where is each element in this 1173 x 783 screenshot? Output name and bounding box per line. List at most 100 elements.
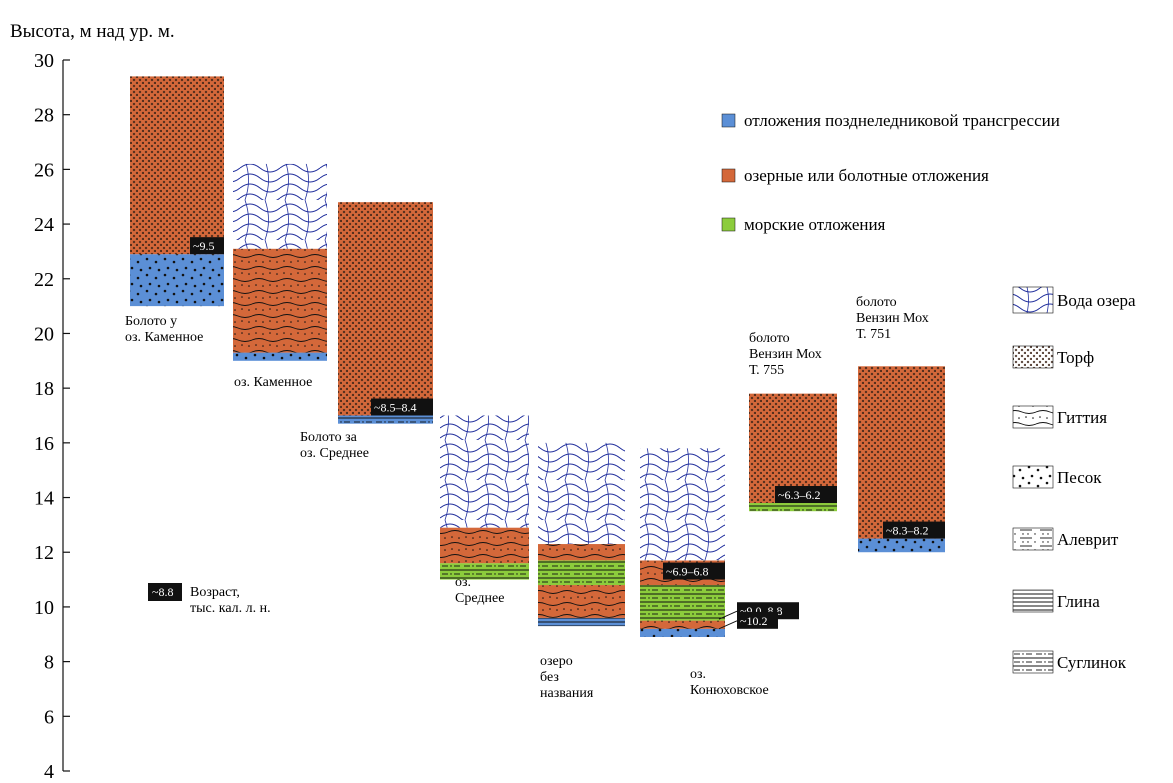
y-tick-label: 22 bbox=[34, 269, 54, 291]
layer-pattern-loam bbox=[440, 563, 529, 580]
y-axis: Высота, м над ур. м. 30 28 26 24 22 20 18 16 14 1… bbox=[10, 21, 175, 783]
y-axis-label: Высота, м над ур. м. bbox=[10, 21, 175, 42]
legend-pattern-label-peat: Торф bbox=[1057, 348, 1094, 367]
layer-pattern-loam bbox=[640, 585, 725, 621]
layer-pattern-gyttja bbox=[640, 620, 725, 629]
column-label: Болото у bbox=[125, 314, 177, 329]
legend-pattern-loam bbox=[1012, 650, 1054, 674]
layer-pattern-sand bbox=[640, 628, 725, 638]
column-label: оз. bbox=[690, 667, 706, 682]
column-label: Т. 755 bbox=[749, 363, 784, 378]
age-leader bbox=[718, 610, 738, 620]
layer-pattern-sand bbox=[858, 538, 945, 553]
layer-pattern-gyttja bbox=[233, 248, 327, 353]
y-tick-label: 20 bbox=[34, 323, 54, 345]
layer-pattern-gyttja bbox=[538, 544, 625, 561]
layer-pattern-peat bbox=[338, 202, 433, 416]
legend-pattern-silt bbox=[1012, 527, 1054, 551]
y-tick-label: 26 bbox=[34, 159, 54, 181]
layer-pattern-water bbox=[233, 163, 327, 249]
legend-pattern-gyttja bbox=[1012, 405, 1054, 429]
age-label: ~10.2 bbox=[740, 614, 768, 628]
column-label: оз. Каменное bbox=[125, 330, 203, 345]
column-label: болото bbox=[856, 295, 897, 310]
pattern-legend: Вода озера Торф Гиттия Песок Алеврит Гли… bbox=[1012, 286, 1136, 674]
age-note-box bbox=[148, 583, 182, 601]
column-label: оз. Среднее bbox=[300, 446, 369, 461]
y-tick-label: 8 bbox=[44, 652, 54, 674]
legend-pattern-label-gyttja: Гиттия bbox=[1057, 408, 1107, 427]
layer-pattern-loam bbox=[749, 503, 837, 512]
layer-pattern-sand bbox=[233, 352, 327, 361]
legend-label-lake-bog: озерные или болотные отложения bbox=[744, 166, 989, 185]
column-label: Конюховское bbox=[690, 683, 769, 698]
age-box bbox=[190, 237, 224, 255]
legend-label-transgression: отложения позднеледниковой трансгрессии bbox=[744, 111, 1060, 130]
y-tick-label: 28 bbox=[34, 105, 54, 127]
layer-pattern-peat bbox=[130, 76, 224, 255]
column-label: без bbox=[540, 670, 559, 685]
column-label: названия bbox=[540, 686, 594, 701]
layer-pattern-gyttja bbox=[440, 527, 529, 564]
column-oz_srednee: оз.Среднее bbox=[440, 415, 529, 606]
y-tick-label: 18 bbox=[34, 378, 54, 400]
age-label: ~8.5–8.4 bbox=[374, 401, 417, 415]
column-label: Среднее bbox=[455, 591, 504, 606]
layer-pattern-sand bbox=[130, 254, 224, 307]
legend-label-marine: морские отложения bbox=[744, 215, 886, 234]
y-tick-label: 16 bbox=[34, 433, 54, 455]
age-box bbox=[737, 611, 778, 629]
layer-pattern-loam bbox=[538, 560, 625, 586]
age-box bbox=[883, 521, 945, 539]
column-label: оз. bbox=[455, 575, 471, 590]
legend-pattern-label-loam: Суглинок bbox=[1057, 653, 1127, 672]
y-tick-label: 10 bbox=[34, 597, 54, 619]
column-oz_kamennoe: оз. Каменное bbox=[233, 163, 327, 390]
column-label: Вензин Мох bbox=[749, 347, 822, 362]
layer-pattern-water bbox=[640, 448, 725, 561]
age-box bbox=[371, 398, 433, 416]
column-bolota_u_kamennoe: Болото уоз. Каменное ~9.5 bbox=[125, 76, 224, 345]
age-label: ~6.3–6.2 bbox=[778, 488, 821, 502]
legend-pattern-label-silt: Алеврит bbox=[1057, 530, 1119, 549]
y-tick-label: 30 bbox=[34, 50, 54, 72]
age-label: ~8.3–8.2 bbox=[886, 524, 929, 538]
layer-pattern-water bbox=[538, 442, 625, 545]
legend-pattern-sand bbox=[1012, 465, 1054, 489]
age-label: ~9.5 bbox=[193, 239, 215, 253]
column-label: оз. Каменное bbox=[234, 375, 312, 390]
y-tick-label: 6 bbox=[44, 706, 54, 728]
column-label: озеро bbox=[540, 654, 573, 669]
legend-pattern-label-sand: Песок bbox=[1057, 468, 1102, 487]
column-oz_konyukhovskoe: оз.Конюховское~6.9–6.8~9.0–8.8~10.2 bbox=[640, 448, 799, 698]
legend-pattern-clay bbox=[1012, 589, 1054, 613]
age-leader bbox=[718, 620, 738, 630]
color-legend: отложения позднеледниковой трансгрессии … bbox=[721, 111, 1060, 234]
y-tick-label: 4 bbox=[44, 761, 54, 783]
age-note: ~8.8 Возраст, тыс. кал. л. н. bbox=[148, 583, 271, 616]
y-tick-label: 14 bbox=[34, 488, 54, 510]
column-label: болото bbox=[749, 331, 790, 346]
layer-pattern-peat bbox=[858, 366, 945, 539]
legend-pattern-label-water: Вода озера bbox=[1057, 291, 1136, 310]
column-label: Болото за bbox=[300, 430, 358, 445]
age-label: ~6.9–6.8 bbox=[666, 565, 709, 579]
y-tick-label: 12 bbox=[34, 542, 54, 564]
age-box bbox=[775, 486, 837, 504]
age-note-line2: тыс. кал. л. н. bbox=[190, 601, 271, 616]
legend-pattern-water bbox=[1012, 286, 1054, 314]
legend-pattern-label-clay: Глина bbox=[1057, 592, 1100, 611]
age-box bbox=[663, 562, 725, 580]
layer-pattern-gyttja bbox=[538, 585, 625, 618]
column-label: Вензин Мох bbox=[856, 311, 929, 326]
age-note-sample: ~8.8 bbox=[152, 585, 174, 599]
layer-pattern-peat bbox=[749, 393, 837, 504]
legend-swatch-lake-bog bbox=[721, 168, 736, 183]
y-tick-label: 24 bbox=[34, 214, 54, 236]
age-note-line1: Возраст, bbox=[190, 585, 240, 600]
